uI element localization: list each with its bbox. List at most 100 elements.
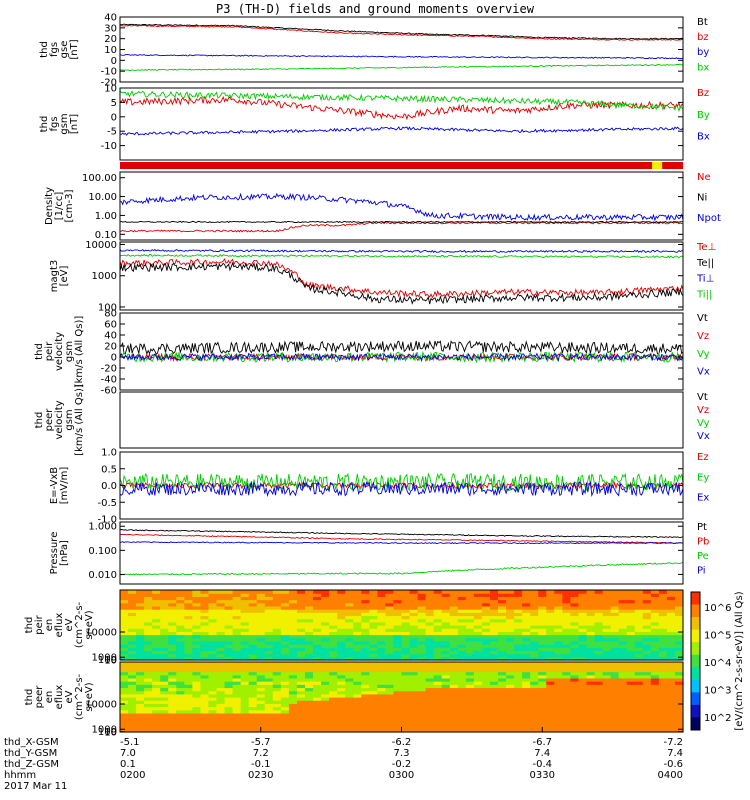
spectrogram-cell	[345, 631, 354, 636]
spectrogram-cell	[449, 668, 459, 673]
spectrogram-cell	[208, 593, 218, 597]
spectrogram-cell	[128, 653, 137, 658]
spectrogram-cell	[666, 662, 676, 666]
spectrogram-cell	[321, 687, 330, 692]
spectrogram-cell	[570, 709, 580, 714]
spectrogram-cell	[152, 618, 161, 623]
spectrogram-cell	[256, 618, 266, 623]
spectrogram-cell	[369, 668, 378, 673]
spectrogram-cell	[248, 631, 258, 636]
spectrogram-cell	[208, 712, 218, 717]
spectrogram-cell	[160, 662, 169, 666]
spectrogram-cell	[361, 621, 370, 626]
spectrogram-cell	[441, 697, 451, 701]
spectrogram-cell	[594, 712, 604, 717]
spectrogram-cell	[546, 621, 555, 626]
spectrogram-cell	[256, 637, 266, 642]
spectrogram-cell	[329, 637, 338, 642]
spectrogram-cell	[465, 687, 475, 692]
spectrogram-cell	[634, 706, 644, 711]
legend-entry-Bz: Bz	[697, 88, 709, 99]
spectrogram-cell	[554, 668, 563, 673]
spectrogram-cell	[642, 674, 652, 679]
spectrogram-cell	[345, 706, 354, 711]
spectrogram-cell	[216, 722, 226, 727]
spectrogram-cell	[329, 634, 338, 639]
spectrogram-cell	[441, 703, 451, 708]
spectrogram-cell	[369, 615, 378, 620]
spectrogram-cell	[128, 605, 137, 610]
spectrogram-cell	[538, 644, 547, 648]
spectrogram-cell	[224, 596, 234, 601]
spectrogram-cell	[642, 593, 652, 597]
spectrogram-cell	[409, 628, 419, 632]
spectrogram-cell	[264, 700, 274, 704]
spectrogram-cell	[264, 722, 274, 727]
spectrogram-cell	[168, 605, 177, 610]
spectrogram-cell	[634, 625, 644, 629]
quality-flag-bar	[120, 162, 683, 169]
spectrogram-cell	[538, 631, 547, 636]
spectrogram-cell	[586, 722, 596, 727]
spectrogram-cell	[160, 728, 169, 733]
spectrogram-cell	[256, 615, 266, 620]
spectrogram-cell	[120, 637, 129, 642]
spectrogram-cell	[200, 599, 210, 604]
spectrogram-cell	[554, 703, 563, 708]
spectrogram-cell	[650, 677, 660, 682]
spectrogram-cell	[160, 656, 169, 661]
spectrogram-cell	[280, 677, 290, 682]
spectrogram-cell	[481, 653, 491, 658]
spectrogram-cell	[232, 637, 242, 642]
spectrogram-cell	[272, 703, 282, 708]
spectrogram-cell	[554, 637, 563, 642]
spectrogram-cell	[546, 653, 555, 658]
spectrogram-cell	[554, 644, 563, 648]
spectrogram-cell	[224, 662, 234, 666]
spectrogram-cell	[658, 621, 668, 626]
spectrogram-cell	[658, 631, 668, 636]
spectrogram-cell	[465, 716, 475, 720]
spectrogram-cell	[288, 599, 298, 604]
spectrogram-cell	[562, 703, 571, 708]
spectrogram-cell	[120, 671, 129, 676]
spectrogram-cell	[313, 674, 322, 679]
spectrogram-cell	[465, 712, 475, 717]
spectrogram-cell	[345, 625, 354, 629]
spectrogram-cell	[417, 650, 427, 655]
colorbar-segment	[691, 654, 700, 668]
spectrogram-cell	[385, 677, 395, 682]
spectrogram-cell	[385, 621, 395, 626]
spectrogram-cell	[618, 609, 628, 613]
spectrogram-cell	[457, 656, 467, 661]
spectrogram-cell	[441, 637, 451, 642]
series-line-pressure-2	[119, 562, 684, 576]
spectrogram-cell	[128, 668, 137, 673]
spectrogram-cell	[321, 684, 330, 689]
legend-entry-Vy: Vy	[697, 349, 710, 360]
spectrogram-cell	[184, 596, 193, 601]
spectrogram-cell	[626, 605, 636, 610]
spectrogram-cell	[650, 596, 660, 601]
spectrogram-cell	[522, 716, 531, 720]
spectrogram-cell	[586, 647, 596, 652]
colorbar-tick-label: 10^5	[704, 631, 731, 642]
spectrogram-cell	[441, 712, 451, 717]
spectrogram-cell	[538, 674, 547, 679]
spectrogram-cell	[208, 653, 218, 658]
spectrogram-cell	[393, 690, 403, 695]
spectrogram-cell	[457, 628, 467, 632]
spectrogram-cell	[160, 653, 169, 658]
spectrogram-cell	[594, 618, 604, 623]
spectrogram-cell	[304, 700, 314, 704]
spectrogram-cell	[216, 668, 226, 673]
spectrogram-cell	[136, 615, 145, 620]
spectrogram-cell	[296, 593, 306, 597]
spectrogram-cell	[514, 684, 523, 689]
spectrogram-cell	[674, 687, 684, 692]
spectrogram-cell	[272, 706, 282, 711]
spectrogram-cell	[642, 637, 652, 642]
spectrogram-cell	[433, 615, 443, 620]
spectrogram-cell	[634, 593, 644, 597]
spectrogram-cell	[200, 593, 210, 597]
